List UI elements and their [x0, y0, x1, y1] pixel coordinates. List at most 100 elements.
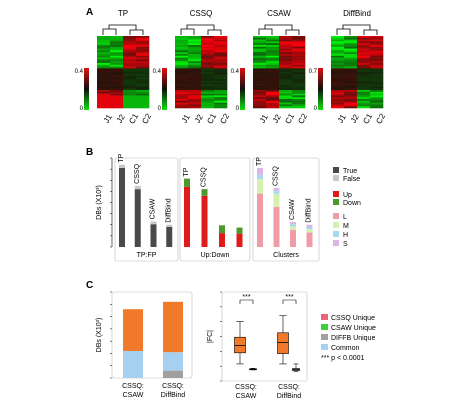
heatmap-cell [331, 81, 345, 84]
heatmap-cell [344, 59, 358, 62]
heatmap-cell [253, 37, 267, 40]
heatmap-cell [136, 95, 150, 98]
box-x-label-line1: CSSQ: [278, 384, 300, 391]
heatmap-cell [175, 37, 189, 40]
heatmap-cell [266, 95, 280, 98]
heatmap-cell [123, 37, 137, 40]
heatmap-cell [331, 97, 345, 100]
color-scale-bar [318, 68, 323, 110]
heatmap-cell [201, 81, 215, 84]
stacked-bar-segment [306, 226, 313, 230]
heatmap-cell [344, 106, 358, 109]
heatmap-cell [331, 79, 345, 82]
heatmap-dendrogram [180, 24, 222, 35]
heatmap-cell [201, 86, 215, 89]
heatmap-cell [344, 88, 358, 91]
heatmap-cell [188, 91, 202, 94]
stacked-bar-segment [201, 195, 208, 247]
heatmap-cell [188, 81, 202, 84]
heatmap-cell [188, 88, 202, 91]
heatmap-cell [214, 75, 228, 78]
heatmap-cell [292, 61, 306, 64]
heatmap-cell [279, 97, 293, 100]
heatmap-cell [253, 81, 267, 84]
heatmap-cell [292, 90, 306, 93]
heatmap-cell [292, 57, 306, 60]
heatmap-cell [253, 63, 267, 66]
bar-segment-common [163, 352, 183, 371]
scale-min-label: 0 [314, 106, 318, 112]
heatmap-cell [123, 104, 137, 107]
heatmap-title: DiffBind [343, 9, 371, 18]
heatmap-cell [97, 46, 111, 49]
heatmap-cell [279, 91, 293, 94]
heatmap-cell [331, 84, 345, 87]
heatmap-cell [188, 36, 202, 39]
heatmap-cell [175, 81, 189, 84]
heatmap-cell [370, 48, 384, 51]
heatmap-cell [370, 59, 384, 62]
heatmap-cell [110, 81, 124, 84]
heatmap-column-label: J2 [349, 112, 361, 124]
heatmap-cell [292, 68, 306, 71]
significance-stars: *** [242, 294, 250, 301]
heatmap-cell [188, 90, 202, 93]
heatmap-cell [357, 39, 371, 42]
bar-label: TP [183, 167, 190, 176]
heatmap-cell [344, 73, 358, 76]
heatmap-cell [266, 64, 280, 67]
heatmap-cell [201, 57, 215, 60]
heatmap-cell [292, 104, 306, 107]
heatmap-cell [110, 57, 124, 60]
heatmap-cell [370, 95, 384, 98]
heatmap-cell [279, 99, 293, 102]
heatmap-cell [344, 82, 358, 85]
heatmap-cell [292, 50, 306, 53]
heatmap-cell [214, 90, 228, 93]
heatmap-cell [253, 79, 267, 82]
panel-c-bar-ylabel: DBs (X10³) [96, 318, 103, 353]
heatmap-cell [97, 50, 111, 53]
heatmap-cell [331, 66, 345, 69]
heatmap-cell [370, 64, 384, 67]
heatmap-cell [97, 64, 111, 67]
heatmap-cell [175, 61, 189, 64]
heatmap-cell [136, 64, 150, 67]
heatmap-cell [110, 84, 124, 87]
heatmap-cell [370, 90, 384, 93]
heatmap-cell [123, 57, 137, 60]
heatmap-cell [123, 66, 137, 69]
heatmap-cell [201, 54, 215, 57]
legend-swatch [333, 167, 339, 173]
heatmap-cell [370, 63, 384, 66]
heatmap-cell [279, 39, 293, 42]
heatmap-cell [357, 54, 371, 57]
heatmap-cell [344, 84, 358, 87]
scale-min-label: 0 [236, 106, 240, 112]
heatmap-cell [279, 66, 293, 69]
heatmap-column-label: C1 [361, 112, 374, 126]
heatmap-cell [266, 72, 280, 75]
panel-c-chart: DBs (X10³) CSSQ: CSAW CSSQ: DiffBind |FC| *** C… [96, 291, 376, 400]
heatmap-cell [266, 102, 280, 105]
heatmap-cell [175, 50, 189, 53]
heatmap-cell [266, 36, 280, 39]
heatmap-cell [123, 54, 137, 57]
heatmap-cell [279, 86, 293, 89]
heatmap-cell [266, 79, 280, 82]
heatmap-cell [370, 102, 384, 105]
heatmap-cell [253, 52, 267, 55]
heatmap-cell [188, 70, 202, 73]
heatmap-cell [344, 72, 358, 75]
pvalue-note: *** p < 0.0001 [321, 355, 365, 362]
heatmap-cell [266, 59, 280, 62]
heatmap-cell [123, 95, 137, 98]
heatmap-cell [344, 41, 358, 44]
bar-label: CSSQ [134, 163, 141, 183]
heatmap-cell [253, 41, 267, 44]
heatmap-cell [97, 84, 111, 87]
heatmap-column-label: C1 [205, 112, 218, 126]
heatmap-cell [123, 68, 137, 71]
heatmap-cell [110, 64, 124, 67]
heatmap-cell [188, 48, 202, 51]
